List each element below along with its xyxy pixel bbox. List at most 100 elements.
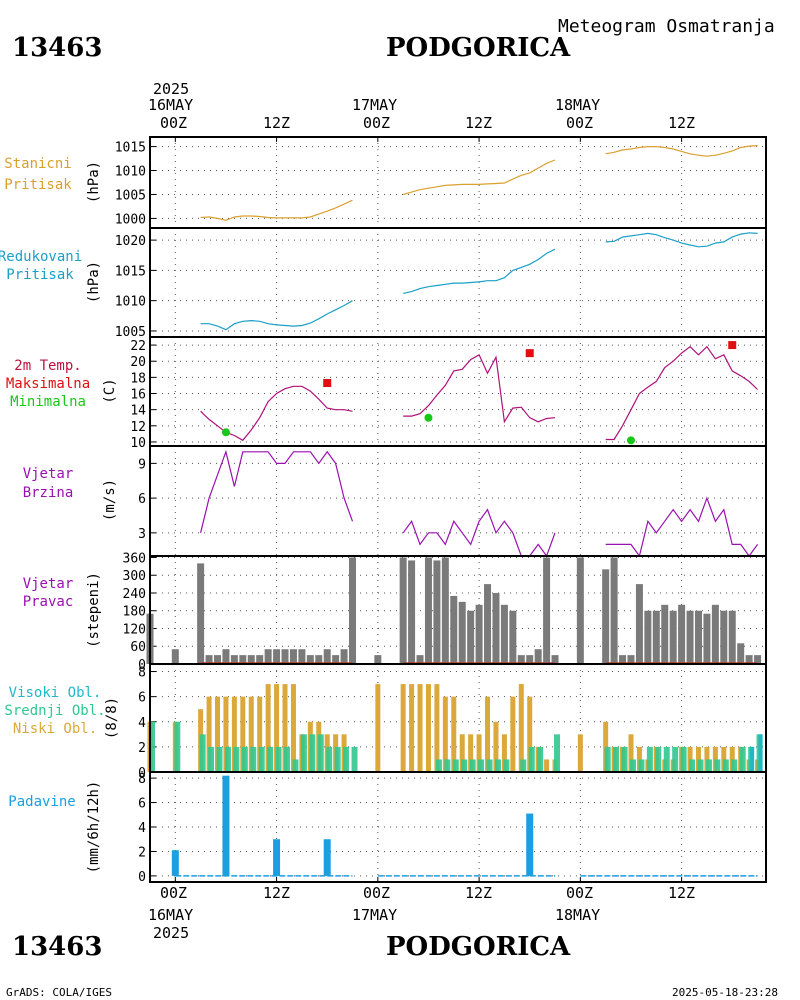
low-cloud-bar-25: [425, 684, 431, 772]
wind-dir-bar-32: [484, 584, 492, 664]
low-cloud-bar-9: [257, 696, 263, 772]
mid-cloud-bar-3: [208, 746, 215, 772]
reduced-pressure-ytick-label-0: 1005: [115, 325, 146, 340]
mid-cloud-bar-29: [461, 759, 468, 772]
low-cloud-bar-13: [290, 684, 296, 772]
wind-dir-bar-27: [441, 557, 449, 664]
label-wind-direction: Vjetar Pravac: [23, 576, 74, 610]
mid-cloud-bar-12: [284, 746, 291, 772]
wind-dir-bar-6: [230, 655, 238, 664]
wind-dir-bar-10: [264, 649, 272, 664]
wind-dir-bar-33: [492, 592, 500, 664]
unit-temperature: (C): [102, 378, 118, 403]
top-date-2: 17MAY: [352, 96, 397, 114]
precip-ytick-label-1: 2: [138, 845, 146, 860]
label-precip: Padavine: [8, 794, 75, 810]
low-cloud-bar-39: [544, 759, 550, 772]
station-pressure-ytick-label-0: 1000: [115, 212, 146, 227]
frame-layer: [149, 136, 767, 883]
wind-dir-bar-36: [517, 655, 525, 664]
low-cloud-bar-6: [231, 696, 237, 772]
mid-cloud-bar-9: [258, 746, 265, 772]
station-pressure-series-line-0: [200, 199, 353, 221]
label-wind-speed: Vjetar Brzina: [23, 466, 74, 501]
credits: GrADS: COLA/IGES: [6, 986, 112, 999]
wind-speed-ytick-label-0: 3: [138, 527, 146, 542]
low-cloud-bar-11: [274, 684, 280, 772]
low-cloud-bar-32: [485, 696, 491, 772]
tmax-marker-0: [323, 379, 332, 388]
precip-bar-0: [171, 850, 179, 876]
wind-dir-bar-51: [678, 604, 686, 664]
wind-speed-frame: [149, 445, 767, 557]
wind-dir-bar-53: [694, 610, 702, 664]
label-clouds-line1: Visoki Obl.: [9, 685, 102, 701]
low-cloud-bar-26: [434, 684, 440, 772]
mid-cloud-bar-40: [554, 734, 561, 772]
top-date-3: 18MAY: [555, 96, 600, 114]
mid-cloud-bar-7: [241, 746, 248, 772]
wind-direction-ytick-label-6: 360: [123, 551, 146, 566]
temperature-ytick-label-6: 22: [130, 339, 146, 354]
wind-dir-bar-59: [745, 655, 753, 664]
temperature-ytick-label-4: 18: [130, 371, 146, 386]
unit-wind-direction: (stepeni): [86, 572, 102, 648]
bottom-tick-label-3: 00Z: [363, 884, 390, 902]
wind-dir-bar-35: [509, 610, 517, 664]
mid-cloud-bar-15: [309, 734, 316, 772]
wind-dir-bar-26: [433, 560, 441, 664]
mid-cloud-bar-44: [621, 746, 628, 772]
wind-dir-bar-25: [424, 557, 432, 664]
unit-clouds: (8/8): [104, 697, 120, 739]
reduced-pressure-ytick-label-1: 1010: [115, 295, 146, 310]
wind-dir-bar-30: [467, 610, 475, 664]
mid-cloud-bar-57: [731, 759, 738, 772]
label-station-pressure-line2: Pritisak: [4, 177, 72, 193]
mid-cloud-bar-20: [351, 746, 358, 772]
top-year: 2025: [153, 80, 189, 98]
wind-direction-ytick-label-2: 120: [123, 622, 146, 637]
wind-dir-bar-28: [450, 595, 458, 664]
clouds-ytick-label-2: 4: [138, 716, 146, 731]
mid-cloud-bar-11: [275, 746, 282, 772]
clouds-ytick-label-1: 2: [138, 741, 146, 756]
mid-cloud-bar-6: [233, 746, 240, 772]
low-cloud-bar-12: [282, 684, 288, 772]
wind-dir-bar-4: [214, 655, 222, 664]
wind-dir-bar-37: [526, 655, 534, 664]
wind-dir-bar-41: [576, 557, 584, 664]
bottom-date-1: 16MAY: [148, 906, 193, 924]
station-pressure-ytick-label-3: 1015: [115, 141, 146, 156]
temperature-ytick-label-1: 12: [130, 420, 146, 435]
wind-dir-bar-8: [247, 655, 255, 664]
mid-cloud-bar-2: [199, 734, 206, 772]
wind-dir-bar-57: [728, 610, 736, 664]
mid-cloud-bar-26: [435, 759, 442, 772]
temperature-series-line-2: [605, 345, 759, 441]
wind-dir-bar-46: [635, 584, 643, 664]
reduced-pressure-series-line-2: [605, 232, 758, 248]
label-wind-speed-line1: Vjetar: [23, 466, 74, 482]
label-wind-speed-line2: Brzina: [23, 485, 74, 501]
mid-cloud-bar-19: [343, 746, 350, 772]
wind-dir-bar-1: [171, 649, 179, 664]
low-cloud-bar-34: [501, 734, 507, 772]
label-clouds: Visoki Obl. Srednji Obl. Niski Obl.: [4, 685, 105, 737]
wind-speed-series-line-0: [200, 449, 354, 533]
label-reduced-pressure-line2: Pritisak: [6, 267, 74, 283]
mid-cloud-bar-51: [680, 746, 687, 772]
tmin-marker-2: [626, 436, 635, 445]
low-cloud-bar-3: [206, 696, 212, 772]
mid-cloud-bar-42: [604, 746, 611, 772]
wind-dir-bar-54: [703, 613, 711, 664]
mid-cloud-bar-1: [174, 721, 181, 772]
wind-dir-bar-5: [222, 649, 230, 664]
top-tick-label-6: 12Z: [668, 114, 695, 132]
label-temperature: 2m Temp. Maksimalna Minimalna: [6, 358, 90, 410]
low-cloud-bar-33: [493, 721, 499, 772]
mid-cloud-bar-14: [300, 734, 307, 772]
high-cloud-bar-60: [758, 734, 763, 772]
wind-dir-bar-55: [711, 604, 719, 664]
low-cloud-bar-35: [510, 696, 516, 772]
wind-dir-bar-56: [720, 610, 728, 664]
